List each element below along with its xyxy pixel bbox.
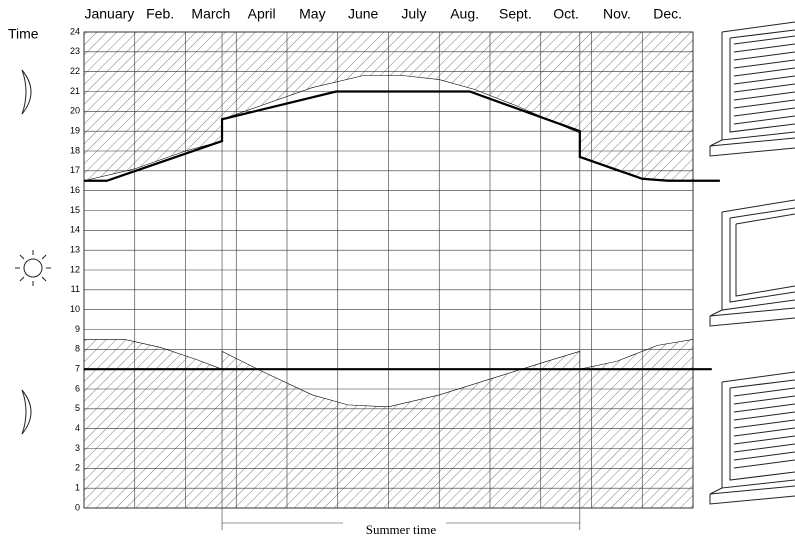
y-tick-label: 22 — [70, 66, 80, 76]
y-tick-label: 5 — [75, 403, 80, 413]
y-tick-label: 18 — [70, 145, 80, 155]
month-label: March — [191, 6, 230, 22]
month-label: April — [248, 6, 276, 22]
y-tick-label: 3 — [75, 443, 80, 453]
window-open — [710, 200, 795, 326]
y-tick-label: 4 — [75, 423, 80, 433]
y-tick-label: 12 — [70, 264, 80, 274]
y-tick-label: 14 — [70, 225, 80, 235]
y-tick-label: 13 — [70, 245, 80, 255]
month-label: May — [299, 6, 325, 22]
y-tick-label: 21 — [70, 86, 80, 96]
y-tick-label: 16 — [70, 185, 80, 195]
y-tick-label: 10 — [70, 304, 80, 314]
y-tick-label: 7 — [75, 364, 80, 374]
sun-icon — [15, 250, 51, 286]
y-tick-label: 2 — [75, 463, 80, 473]
y-tick-label: 8 — [75, 344, 80, 354]
y-tick-label: 1 — [75, 483, 80, 493]
moon-icon — [22, 70, 31, 114]
window-closed — [710, 372, 795, 504]
axis-title: Time — [8, 26, 39, 42]
month-label: June — [348, 6, 379, 22]
y-tick-label: 20 — [70, 106, 80, 116]
y-tick-label: 11 — [71, 284, 80, 294]
y-tick-label: 19 — [70, 126, 80, 136]
month-label: Sept. — [499, 6, 532, 22]
plot-area: 0123456789101112131415161718192021222324… — [70, 6, 720, 537]
month-label: Dec. — [653, 6, 682, 22]
summer-time-label: Summer time — [366, 522, 437, 537]
y-tick-label: 24 — [70, 26, 80, 36]
y-tick-label: 6 — [75, 383, 80, 393]
month-label: Nov. — [603, 6, 631, 22]
window-closed — [710, 22, 795, 156]
y-tick-label: 0 — [75, 502, 80, 512]
y-tick-label: 9 — [75, 324, 80, 334]
y-tick-label: 23 — [70, 46, 80, 56]
month-label: Oct. — [553, 6, 579, 22]
month-label: January — [84, 6, 134, 22]
y-tick-label: 15 — [70, 205, 80, 215]
chart: 0123456789101112131415161718192021222324… — [0, 0, 795, 538]
month-label: July — [401, 6, 426, 22]
y-tick-label: 17 — [70, 165, 80, 175]
month-label: Feb. — [146, 6, 174, 22]
month-label: Aug. — [450, 6, 479, 22]
moon-icon — [22, 390, 31, 434]
